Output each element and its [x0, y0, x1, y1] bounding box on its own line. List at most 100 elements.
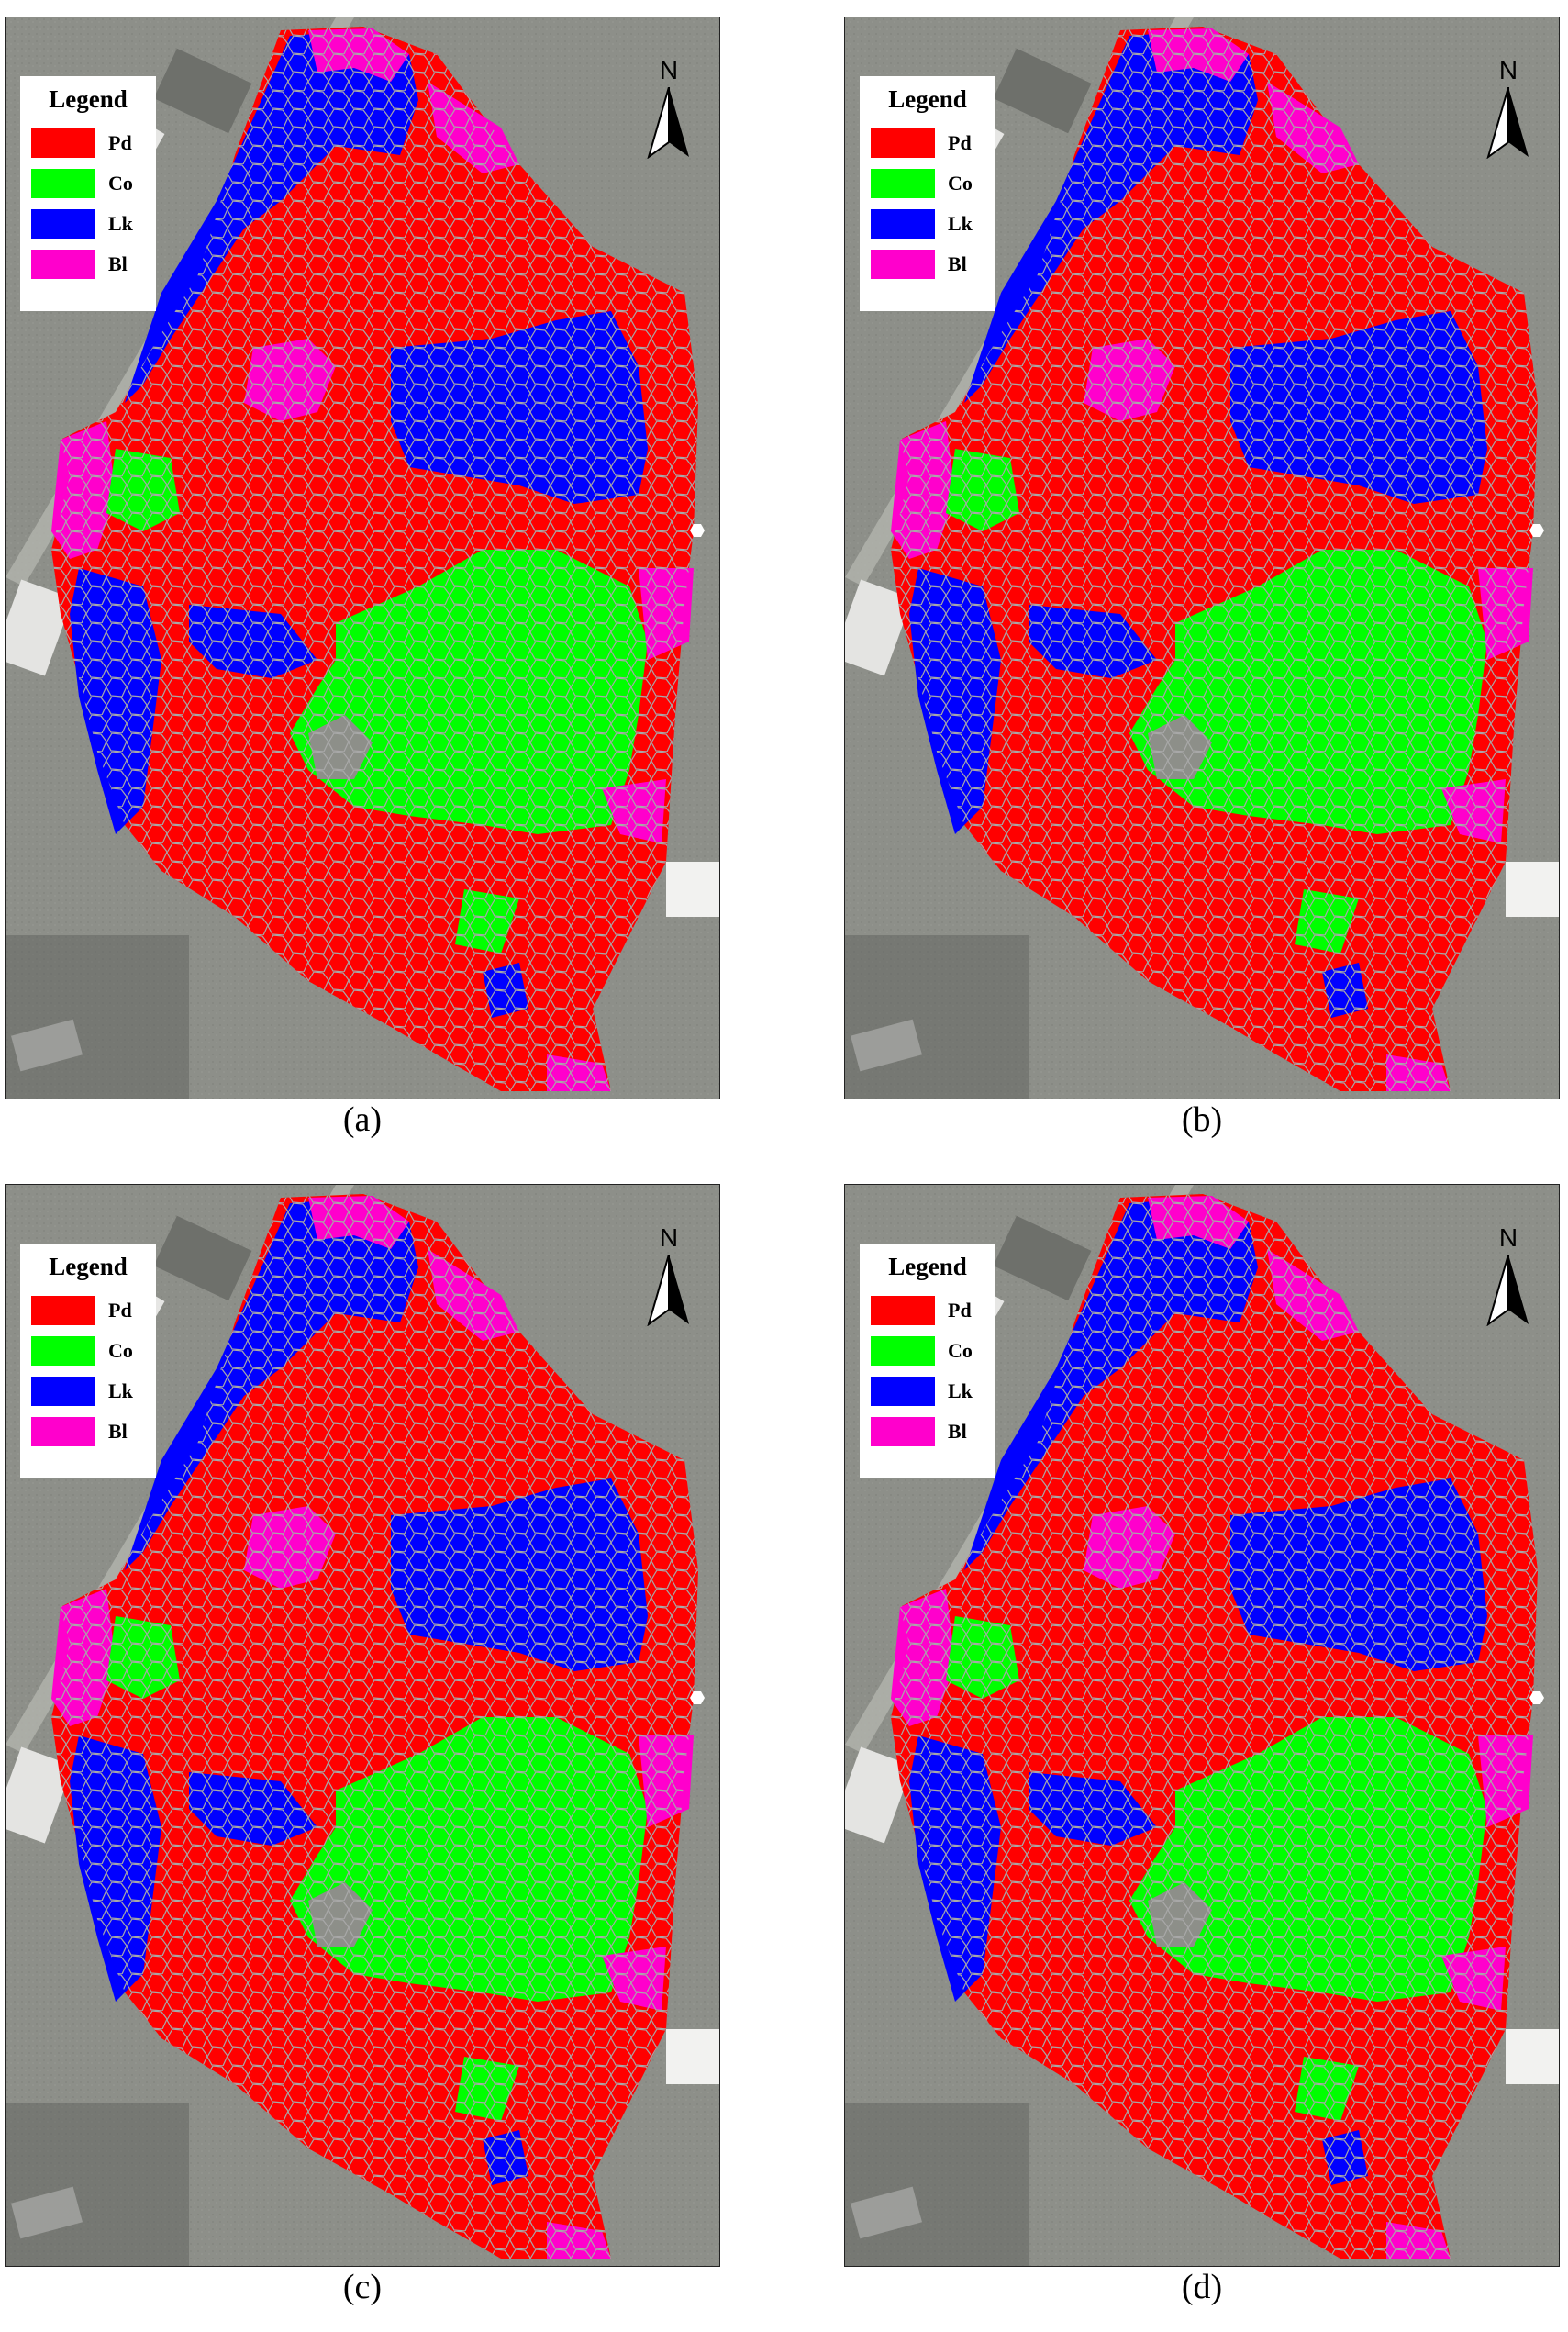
legend-item-bl: Bl [31, 1411, 145, 1452]
tree-cover [6, 2103, 189, 2266]
legend-swatch [871, 1417, 935, 1446]
building [666, 862, 719, 917]
panel-caption: (a) [342, 1100, 383, 1139]
building [845, 579, 913, 676]
legend-swatch [31, 250, 95, 279]
legend-label: Co [108, 1339, 133, 1362]
legend-label: Co [108, 172, 133, 195]
hexagon-marker [690, 1691, 705, 1704]
legend-title: Legend [49, 1253, 128, 1280]
panel-caption: (b) [1181, 1100, 1223, 1139]
north-arrow: N [1483, 1223, 1534, 1333]
segment-boundaries [51, 27, 698, 1091]
legend-label: Pd [948, 1299, 972, 1322]
segment-boundaries [891, 27, 1538, 1091]
north-arrow-icon [1486, 1255, 1529, 1326]
legend-label: Lk [948, 212, 973, 235]
legend-swatch [871, 209, 935, 239]
legend-swatch [31, 128, 95, 158]
north-letter: N [659, 1223, 679, 1252]
classification-map [6, 1185, 719, 2266]
building [153, 1215, 252, 1301]
legend-swatch [871, 1377, 935, 1406]
segment-boundaries [51, 1194, 698, 2259]
legend-label: Bl [948, 252, 967, 275]
hexagon-marker [1529, 524, 1544, 537]
legend-title: Legend [888, 85, 967, 113]
north-arrow-icon [647, 1255, 689, 1326]
legend-item-pd: Pd [871, 123, 984, 163]
hexagon-marker [1529, 1691, 1544, 1704]
legend-label: Pd [948, 131, 972, 154]
legend-item-lk: Lk [871, 1371, 984, 1411]
legend-item-bl: Bl [871, 244, 984, 285]
legend-item-co: Co [31, 163, 145, 204]
map-panel-b: Legend Pd Co Lk Bl N [844, 17, 1560, 1099]
legend-item-lk: Lk [31, 1371, 145, 1411]
legend: Legend Pd Co Lk Bl [20, 76, 156, 311]
north-arrow: N [643, 1223, 695, 1333]
legend-label: Pd [108, 131, 132, 154]
building [1506, 862, 1559, 917]
legend-swatch [31, 1296, 95, 1325]
north-arrow: N [1483, 56, 1534, 166]
north-letter: N [659, 56, 679, 84]
legend-label: Lk [108, 1379, 133, 1402]
legend: Legend Pd Co Lk Bl [860, 1244, 995, 1478]
hexagon-marker [690, 524, 705, 537]
legend-item-lk: Lk [871, 204, 984, 244]
building [1506, 2029, 1559, 2084]
legend: Legend Pd Co Lk Bl [20, 1244, 156, 1478]
classification-map [845, 17, 1559, 1099]
classified-segments [891, 27, 1538, 1091]
building [666, 2029, 719, 2084]
classification-map [6, 17, 719, 1099]
map-panel-a: Legend Pd Co Lk Bl N [5, 17, 720, 1099]
legend-item-co: Co [871, 1331, 984, 1371]
tree-cover [845, 935, 1029, 1099]
legend-label: Lk [948, 1379, 973, 1402]
legend-title: Legend [888, 1253, 967, 1280]
legend-swatch [871, 1336, 935, 1366]
legend-item-pd: Pd [31, 123, 145, 163]
legend-label: Co [948, 1339, 973, 1362]
legend-swatch [31, 209, 95, 239]
tree-cover [845, 2103, 1029, 2266]
north-arrow: N [643, 56, 695, 166]
legend-swatch [31, 169, 95, 198]
legend-swatch [31, 1417, 95, 1446]
north-arrow-icon [647, 87, 689, 159]
building [153, 48, 252, 134]
legend-swatch [31, 1336, 95, 1366]
building [993, 48, 1092, 134]
north-letter: N [1498, 56, 1518, 84]
legend-swatch [871, 169, 935, 198]
legend-item-co: Co [31, 1331, 145, 1371]
legend-label: Bl [108, 1420, 128, 1443]
classified-segments [891, 1194, 1538, 2259]
building [6, 579, 73, 676]
classification-map [845, 1185, 1559, 2266]
building [6, 1746, 73, 1844]
legend-title: Legend [49, 85, 128, 113]
map-panel-c: Legend Pd Co Lk Bl N [5, 1184, 720, 2267]
classified-segments [51, 1194, 698, 2259]
legend-item-bl: Bl [871, 1411, 984, 1452]
legend-item-pd: Pd [31, 1290, 145, 1331]
legend-item-lk: Lk [31, 204, 145, 244]
legend-label: Co [948, 172, 973, 195]
panel-caption: (d) [1181, 2268, 1223, 2306]
panel-caption: (c) [342, 2268, 383, 2306]
building [845, 1746, 913, 1844]
legend: Legend Pd Co Lk Bl [860, 76, 995, 311]
legend-swatch [871, 1296, 935, 1325]
north-letter: N [1498, 1223, 1518, 1252]
north-arrow-icon [1486, 87, 1529, 159]
legend-label: Pd [108, 1299, 132, 1322]
map-panel-d: Legend Pd Co Lk Bl N [844, 1184, 1560, 2267]
building [993, 1215, 1092, 1301]
legend-swatch [31, 1377, 95, 1406]
legend-label: Lk [108, 212, 133, 235]
tree-cover [6, 935, 189, 1099]
segment-boundaries [891, 1194, 1538, 2259]
